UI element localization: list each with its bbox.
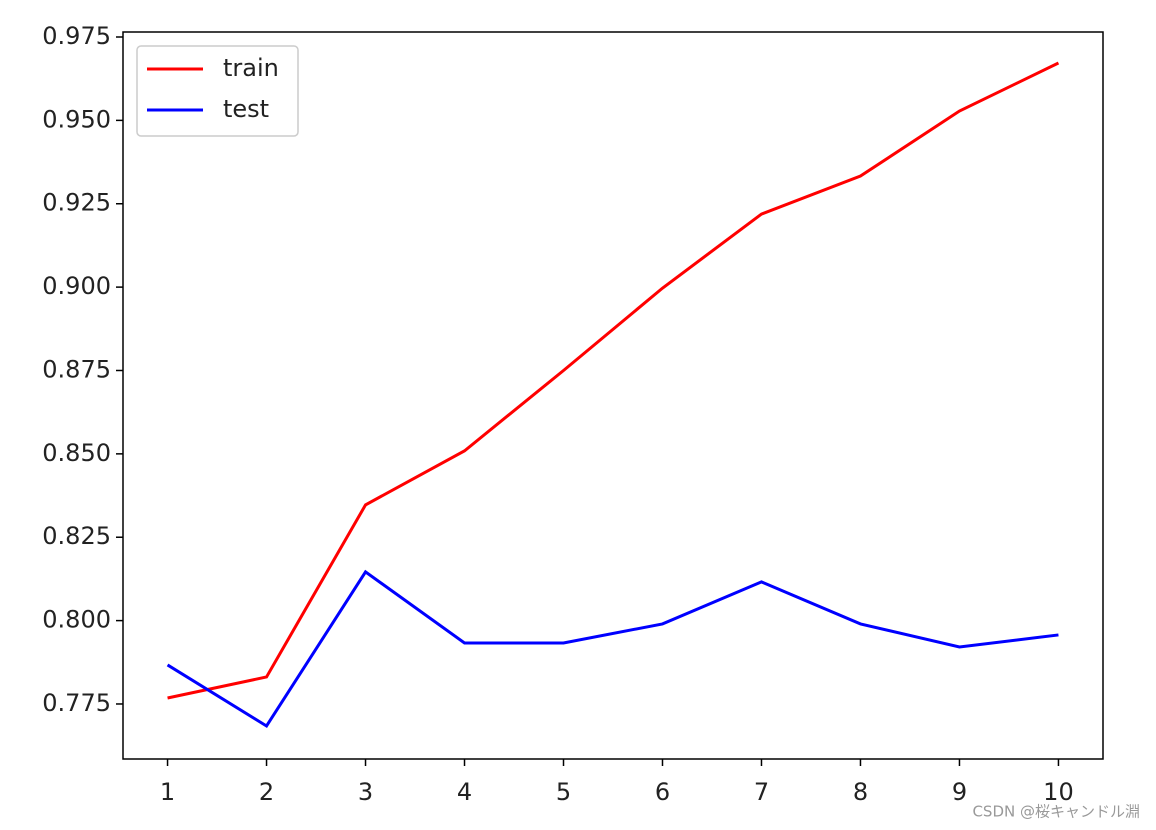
y-tick-label: 0.925	[42, 189, 111, 217]
y-tick-label: 0.975	[42, 22, 111, 50]
legend-label: train	[223, 54, 279, 82]
x-tick-label: 1	[160, 778, 175, 806]
y-tick-label: 0.825	[42, 522, 111, 550]
y-tick-label: 0.950	[42, 105, 111, 133]
x-tick-label: 8	[853, 778, 868, 806]
y-tick-label: 0.875	[42, 355, 111, 383]
series-line	[167, 61, 1060, 700]
x-tick-label: 2	[259, 778, 274, 806]
watermark: CSDN @桜キャンドル淵	[972, 803, 1140, 821]
x-tick-label: 4	[457, 778, 472, 806]
x-tick-label: 7	[754, 778, 769, 806]
x-tick-label: 9	[952, 778, 967, 806]
legend-label: test	[223, 95, 269, 123]
y-tick-label: 0.800	[42, 606, 111, 634]
x-tick-label: 5	[556, 778, 571, 806]
series-line	[166, 569, 1059, 729]
x-tick-label: 6	[655, 778, 670, 806]
x-tick-label: 3	[358, 778, 373, 806]
x-tick-label: 10	[1043, 778, 1074, 806]
y-tick-label: 0.850	[42, 439, 111, 467]
y-tick-label: 0.775	[42, 689, 111, 717]
plot-frame	[122, 31, 1104, 760]
y-tick-label: 0.900	[42, 272, 111, 300]
